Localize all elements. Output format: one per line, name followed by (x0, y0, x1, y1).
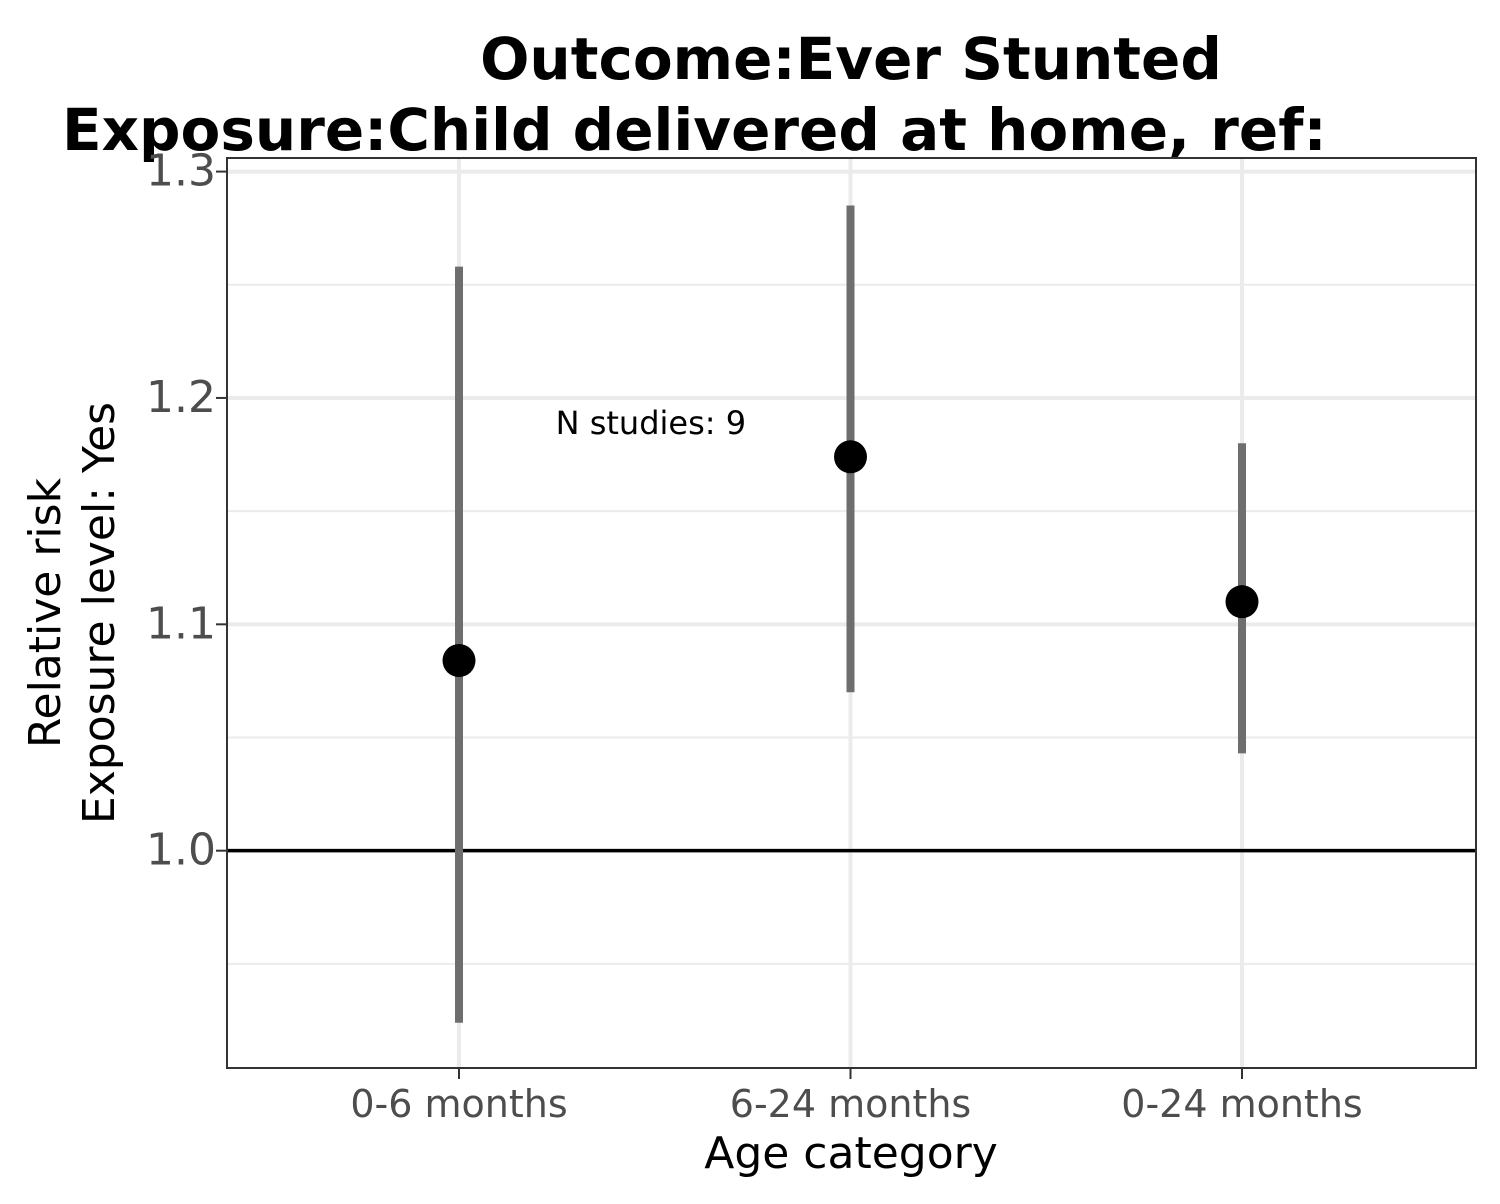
estimate-point (834, 440, 867, 474)
y-tick-label: 1.2 (146, 372, 216, 423)
chart-title-line2: Exposure:Child delivered at home, ref: (62, 96, 1327, 164)
marks-layer (442, 205, 1259, 1023)
estimate-point (442, 644, 476, 678)
n-studies-annotation: N studies: 9 (556, 404, 746, 442)
x-tick-label: 0-6 months (350, 1082, 567, 1126)
annotation-layer: N studies: 9 (556, 404, 746, 442)
x-tick-label: 6-24 months (730, 1082, 971, 1126)
y-tick-label: 1.0 (146, 825, 216, 876)
y-tick-label: 1.1 (146, 598, 216, 649)
x-axis-title: Age category (704, 1128, 998, 1179)
estimate-point (1225, 585, 1259, 619)
y-axis-title-line1: Relative risk (20, 477, 71, 748)
y-tick-label: 1.3 (146, 146, 216, 197)
x-tick-label: 0-24 months (1121, 1082, 1362, 1126)
chart-title-line1: Outcome:Ever Stunted (480, 25, 1222, 93)
y-axis-title-line2: Exposure level: Yes (74, 402, 125, 824)
axes-layer: 1.0 1.1 1.2 1.3 0-6 months 6-24 months 0-24 mo… (146, 146, 1363, 1126)
